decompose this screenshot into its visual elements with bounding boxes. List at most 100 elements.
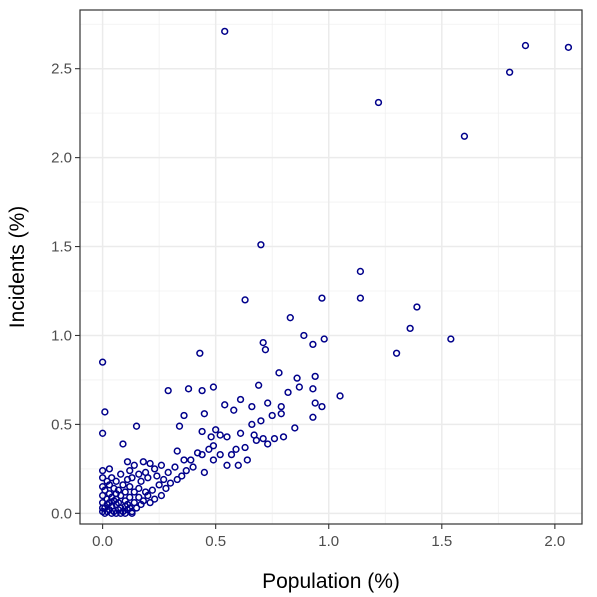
data-point: [178, 472, 186, 480]
data-point: [248, 420, 256, 429]
y-tick-label: 2.0: [51, 150, 72, 167]
data-point: [126, 466, 134, 475]
data-point: [227, 450, 236, 459]
data-point: [447, 335, 455, 343]
data-point: [164, 468, 172, 477]
x-tick-label: 1.0: [318, 533, 339, 550]
data-point: [132, 422, 141, 430]
data-point: [128, 474, 136, 482]
data-point: [374, 98, 383, 107]
x-tick-label: 0.0: [92, 533, 113, 550]
data-point: [309, 385, 317, 393]
data-point: [406, 324, 414, 333]
data-point: [105, 465, 114, 473]
panel-border: [79, 9, 583, 525]
data-point: [137, 477, 145, 485]
data-point: [121, 509, 129, 517]
y-axis-title: Incidents (%): [6, 206, 29, 329]
y-tick-label: 0.5: [51, 416, 72, 433]
data-point: [101, 408, 109, 416]
data-point: [460, 132, 469, 140]
data-point: [98, 483, 107, 491]
data-point: [121, 488, 129, 496]
data-point: [257, 241, 265, 249]
data-point: [248, 402, 256, 411]
data-point: [209, 456, 218, 464]
data-point: [198, 386, 206, 395]
data-point: [157, 461, 166, 469]
x-tick-label: 2.0: [544, 533, 565, 550]
data-point: [277, 402, 285, 411]
data-point: [137, 500, 145, 509]
data-point: [209, 442, 218, 450]
data-point: [320, 335, 328, 343]
ticks-layer: 0.0 0.5 1.0 1.5 2.0 0.0 0.5 1.0 1.5 2.0 2.5: [51, 61, 565, 550]
data-point: [187, 456, 195, 464]
data-point: [230, 406, 238, 414]
data-point: [173, 447, 181, 455]
data-point: [173, 475, 181, 484]
data-point: [155, 481, 163, 489]
data-point: [318, 294, 326, 302]
data-point: [189, 463, 197, 471]
data-point: [98, 466, 107, 475]
data-point: [311, 399, 319, 407]
data-point: [98, 429, 107, 437]
data-point: [144, 474, 152, 482]
grid-layer: [80, 10, 582, 524]
data-point: [252, 436, 261, 445]
data-point: [146, 459, 154, 468]
data-point: [564, 43, 573, 51]
data-point: [300, 331, 308, 340]
data-point: [200, 410, 209, 418]
data-point: [98, 504, 107, 512]
data-point: [200, 468, 209, 477]
data-point: [98, 474, 107, 482]
data-point: [356, 267, 365, 276]
data-point: [209, 383, 218, 391]
data-point: [309, 413, 317, 421]
y-tick-label: 0.0: [51, 505, 72, 522]
data-point: [223, 433, 231, 441]
data-point: [126, 483, 134, 491]
data-point: [112, 509, 120, 517]
data-point: [108, 474, 116, 482]
data-point: [130, 488, 138, 496]
y-tick-label: 2.5: [51, 61, 72, 78]
x-tick-label: 1.5: [431, 533, 452, 550]
data-point: [180, 456, 188, 464]
data-point: [160, 475, 168, 484]
data-point: [259, 338, 267, 347]
data-point: [311, 372, 319, 381]
data-point: [112, 477, 120, 485]
data-point: [166, 479, 175, 487]
data-point: [119, 481, 127, 489]
data-point: [150, 495, 159, 503]
data-point: [236, 429, 245, 437]
data-point: [257, 417, 265, 425]
data-point: [123, 458, 132, 466]
data-point: [234, 461, 242, 469]
data-point: [135, 484, 143, 493]
data-point: [261, 346, 270, 354]
data-point: [144, 491, 152, 500]
data-point: [207, 433, 215, 441]
data-point: [216, 450, 224, 459]
data-point: [356, 294, 365, 302]
x-tick-label: 0.5: [205, 533, 226, 550]
y-tick-label: 1.0: [51, 327, 72, 344]
data-point: [128, 509, 136, 517]
data-point: [171, 463, 179, 471]
data-point: [241, 296, 249, 304]
data-point: [264, 440, 272, 448]
data-point: [241, 443, 249, 452]
y-tick-label: 1.5: [51, 239, 72, 256]
data-point: [505, 68, 514, 76]
data-point: [175, 422, 184, 430]
data-point: [98, 358, 107, 366]
data-point: [392, 349, 401, 357]
data-point: [216, 431, 224, 439]
data-point: [162, 484, 170, 493]
